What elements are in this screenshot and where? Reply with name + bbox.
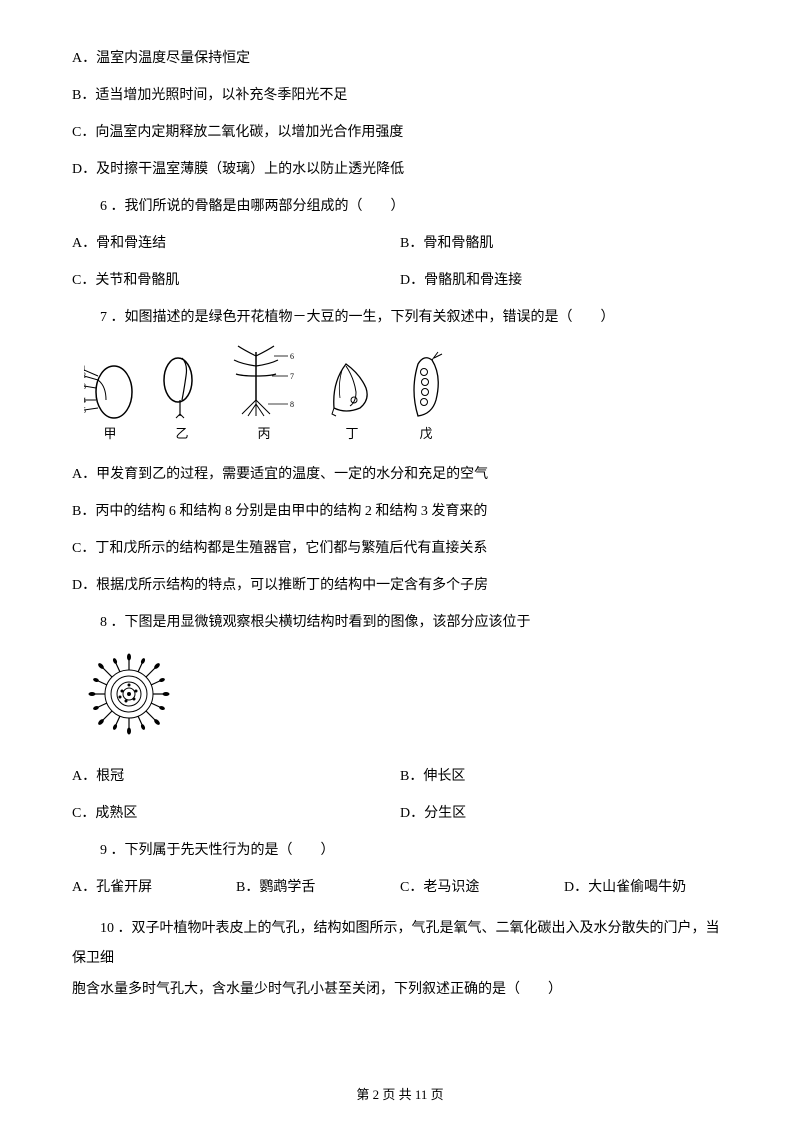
q5-option-a: A．温室内温度尽量保持恒定 bbox=[72, 48, 728, 69]
q9-option-c: C．老马识途 bbox=[400, 877, 564, 898]
q8-stem: 8 ．下图是用显微镜观察根尖横切结构时看到的图像，该部分应该位于 bbox=[72, 612, 728, 633]
q6-stem: 6 ．我们所说的骨骼是由哪两部分组成的（ ） bbox=[72, 196, 728, 217]
q8-option-a: A．根冠 bbox=[72, 766, 400, 787]
svg-text:5: 5 bbox=[84, 406, 86, 415]
q7-fig-2: 乙 bbox=[160, 352, 204, 444]
q5-option-c: C．向温室内定期释放二氧化碳，以增加光合作用强度 bbox=[72, 122, 728, 143]
q6-options-row1: A．骨和骨连结 B．骨和骨骼肌 bbox=[72, 233, 728, 254]
q7-fig-1-caption: 甲 bbox=[103, 424, 116, 444]
q9-options-row: A．孔雀开屏 B．鹦鹉学舌 C．老马识途 D．大山雀偷喝牛奶 bbox=[72, 877, 728, 898]
q8-option-d: D．分生区 bbox=[400, 803, 728, 824]
q6-options-row2: C．关节和骨骼肌 D．骨骼肌和骨连接 bbox=[72, 270, 728, 291]
q9-stem: 9 ．下列属于先天性行为的是（ ） bbox=[72, 840, 728, 861]
q8-option-c: C．成熟区 bbox=[72, 803, 400, 824]
q7-fig-5-caption: 戊 bbox=[419, 424, 432, 444]
q8-options-row2: C．成熟区 D．分生区 bbox=[72, 803, 728, 824]
svg-text:8: 8 bbox=[290, 400, 294, 409]
q6-option-a: A．骨和骨连结 bbox=[72, 233, 400, 254]
svg-text:2: 2 bbox=[84, 371, 86, 380]
q7-fig-4-caption: 丁 bbox=[345, 424, 358, 444]
q7-fig-4: 丁 bbox=[324, 354, 380, 444]
svg-text:4: 4 bbox=[84, 396, 86, 405]
q7-option-b: B．丙中的结构 6 和结构 8 分别是由甲中的结构 2 和结构 3 发育来的 bbox=[72, 501, 728, 522]
q7-fig-2-caption: 乙 bbox=[175, 424, 188, 444]
q10-line2: 胞含水量多时气孔大，含水量少时气孔小甚至关闭，下列叙述正确的是（ ） bbox=[72, 975, 728, 1006]
q5-option-b: B．适当增加光照时间，以补充冬季阳光不足 bbox=[72, 85, 728, 106]
q8-option-b: B．伸长区 bbox=[400, 766, 728, 787]
q7-option-c: C．丁和戊所示的结构都是生殖器官，它们都与繁殖后代有直接关系 bbox=[72, 538, 728, 559]
q7-fig-3-caption: 丙 bbox=[257, 424, 270, 444]
q7-fig-1: 1 2 3 4 5 甲 bbox=[84, 356, 136, 444]
page-footer: 第 2 页 共 11 页 bbox=[0, 1085, 800, 1105]
q8-options-row1: A．根冠 B．伸长区 bbox=[72, 766, 728, 787]
q7-option-d: D．根据戊所示结构的特点，可以推断丁的结构中一定含有多个子房 bbox=[72, 575, 728, 596]
q9-option-d: D．大山雀偷喝牛奶 bbox=[564, 877, 728, 898]
q9-option-b: B．鹦鹉学舌 bbox=[236, 877, 400, 898]
q7-fig-5: 戊 bbox=[404, 350, 448, 444]
q10-line1: 10 ．双子叶植物叶表皮上的气孔，结构如图所示，气孔是氧气、二氧化碳出入及水分散… bbox=[72, 914, 728, 976]
q7-fig-3: 6 7 8 丙 bbox=[228, 344, 300, 444]
svg-text:7: 7 bbox=[290, 372, 294, 381]
q7-figure-row: 1 2 3 4 5 甲 乙 6 7 8 丙 bbox=[84, 344, 728, 444]
svg-text:3: 3 bbox=[84, 382, 86, 391]
q7-option-a: A．甲发育到乙的过程，需要适宜的温度、一定的水分和充足的空气 bbox=[72, 464, 728, 485]
q6-option-d: D．骨骼肌和骨连接 bbox=[400, 270, 728, 291]
q6-option-b: B．骨和骨骼肌 bbox=[400, 233, 728, 254]
svg-text:6: 6 bbox=[290, 352, 294, 361]
q7-stem: 7 ．如图描述的是绿色开花植物－大豆的一生，下列有关叙述中，错误的是（ ） bbox=[72, 307, 728, 328]
q8-figure bbox=[84, 649, 728, 746]
q6-option-c: C．关节和骨骼肌 bbox=[72, 270, 400, 291]
q9-option-a: A．孔雀开屏 bbox=[72, 877, 236, 898]
q10-stem: 10 ．双子叶植物叶表皮上的气孔，结构如图所示，气孔是氧气、二氧化碳出入及水分散… bbox=[72, 914, 728, 1006]
q5-option-d: D．及时擦干温室薄膜（玻璃）上的水以防止透光降低 bbox=[72, 159, 728, 180]
